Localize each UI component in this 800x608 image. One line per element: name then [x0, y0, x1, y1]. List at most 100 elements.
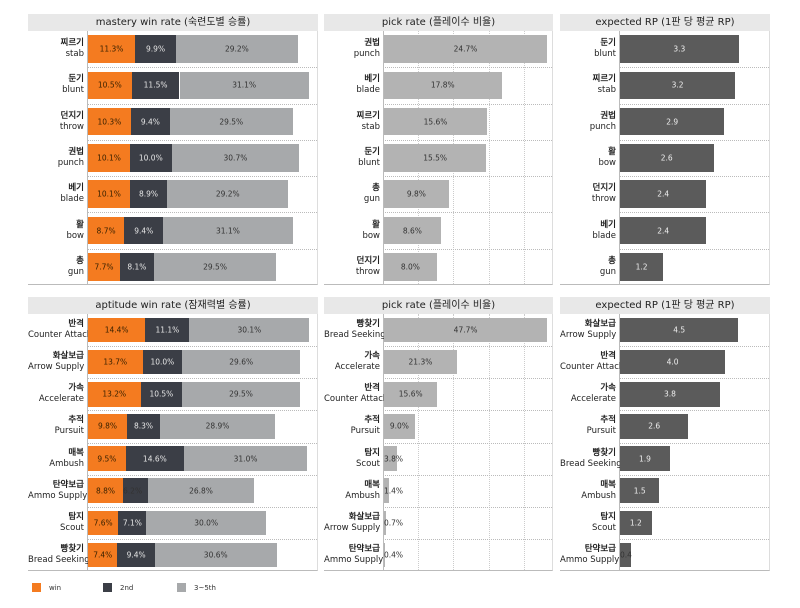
bar-row: 둔기 blunt 15.5% — [324, 139, 552, 176]
category-label-ko: 탄약보급 — [52, 479, 84, 490]
bar-segment-3-5th: 26.8% — [147, 478, 255, 503]
bar-row: 찌르기 stab 3.2 — [560, 67, 769, 103]
row-separator — [619, 139, 769, 141]
category-label-en: Ammo Supply — [28, 490, 88, 501]
row-separator — [619, 67, 769, 69]
category-label: 탐지 Scout — [560, 512, 616, 534]
data-label: 1.2 — [635, 262, 648, 272]
data-label: 9.4% — [134, 226, 154, 236]
category-label-en: Scout — [592, 522, 616, 533]
category-label-en: Ambush — [581, 490, 616, 501]
category-label-ko: 둔기 — [68, 74, 84, 85]
bar-row: 빵찾기 Bread Seeking 7.4% 9.4% 30.6% — [28, 538, 317, 571]
bar-segment-2nd: 6.2% — [123, 478, 148, 503]
data-label: 29.5% — [203, 262, 227, 272]
category-label-en: Bread Seeking — [28, 554, 90, 565]
legend-3-5th: 3~5th — [177, 583, 216, 592]
row-separator — [619, 538, 769, 540]
data-label: 9.0% — [389, 421, 409, 431]
bar: 24.7% — [384, 35, 548, 63]
bar-segment-3-5th: 31.0% — [183, 446, 308, 471]
bar-row: 가속 Accelerate 21.3% — [324, 346, 552, 378]
category-label: 매복 Ambush — [28, 448, 84, 470]
row-separator — [87, 346, 317, 348]
data-label: 13.7% — [103, 357, 128, 367]
gridline — [523, 31, 525, 284]
category-label-ko: 활 — [76, 219, 84, 230]
bar-segment-2nd: 10.5% — [140, 382, 183, 407]
category-label-en: Ambush — [49, 458, 84, 469]
bar-row: 활 bow 8.7% 9.4% 31.1% — [28, 212, 317, 248]
category-label-ko: 총 — [372, 183, 380, 194]
bar-row: 총 gun 9.8% — [324, 176, 552, 212]
category-label: 추적 Pursuit — [560, 415, 616, 437]
chart-title: pick rate (플레이수 비율) — [324, 14, 553, 31]
bar-row: 반격 Counter Attack 14.4% 11.1% 30.1% — [28, 314, 317, 346]
bar-segment-win: 8.7% — [88, 216, 125, 245]
category-label-en: Counter Attack — [324, 394, 388, 405]
bar: 15.6% — [384, 382, 438, 407]
bar-row: 매복 Ambush 1.5 — [560, 474, 769, 507]
bar-segment-win: 7.6% — [88, 510, 119, 535]
bar-segment-3-5th: 30.0% — [146, 510, 266, 535]
bar-row: 던지기 throw 2.4 — [560, 176, 769, 212]
bar-row: 화살보급 Arrow Supply 13.7% 10.0% 29.6% — [28, 346, 317, 378]
bar-segment-win: 10.3% — [88, 107, 131, 136]
row-separator — [87, 474, 317, 476]
category-label: 둔기 blunt — [324, 147, 380, 169]
data-label: 10.0% — [150, 357, 175, 367]
row-separator — [619, 410, 769, 412]
bar-segment-3-5th: 29.2% — [176, 35, 298, 63]
bar: 3.8% — [384, 446, 403, 471]
plot-area: 반격 Counter Attack 14.4% 11.1% 30.1% 화살보급 Arrow… — [28, 314, 318, 571]
data-label: 8.1% — [127, 262, 147, 272]
bar: 47.7% — [384, 317, 548, 343]
data-label: 9.4% — [140, 117, 160, 127]
category-label-ko: 가속 — [600, 383, 616, 394]
bar-segment-2nd: 8.3% — [126, 414, 160, 439]
data-label: 10.5% — [97, 80, 122, 90]
data-label: 31.1% — [216, 226, 240, 236]
row-separator — [383, 176, 552, 178]
data-label: 30.1% — [237, 325, 262, 335]
category-label-ko: 베기 — [600, 219, 616, 230]
category-label-en: bow — [362, 230, 380, 241]
bar-segment-win: 10.1% — [88, 180, 130, 209]
data-label: 1.9 — [639, 454, 651, 464]
category-label: 베기 blade — [560, 220, 616, 242]
gridline — [523, 314, 525, 570]
data-label: 11.3% — [99, 44, 124, 54]
data-label: 0.4% — [384, 550, 404, 560]
data-label: 21.3% — [408, 357, 433, 367]
bar-segment-win: 10.5% — [88, 71, 132, 100]
data-label: 17.8% — [430, 80, 455, 90]
category-label-en: gun — [599, 266, 616, 277]
category-label-ko: 추적 — [68, 415, 84, 426]
chart-title: aptitude win rate (잠재력별 승률) — [28, 297, 318, 314]
data-label: 4.0 — [666, 357, 679, 367]
category-label-ko: 던지기 — [356, 255, 380, 266]
bar-segment-2nd: 9.9% — [134, 35, 177, 63]
category-label-en: Ammo Supply — [324, 554, 384, 565]
bar-segment-win: 7.7% — [88, 253, 121, 281]
bar-segment-2nd: 10.0% — [142, 349, 183, 375]
category-label: 총 gun — [560, 256, 616, 278]
row-separator — [87, 103, 317, 105]
data-label: 0.4 — [620, 550, 632, 560]
bar: 1.5 — [620, 478, 660, 503]
category-label: 활 bow — [324, 220, 380, 242]
category-label: 찌르기 stab — [560, 74, 616, 96]
category-label-ko: 둔기 — [364, 146, 380, 157]
category-label: 권법 punch — [560, 111, 616, 133]
bar-segment-3-5th: 28.9% — [160, 414, 276, 439]
bar-row: 탄약보급 Ammo Supply 8.8% 6.2% 26.8% — [28, 474, 317, 507]
category-label-ko: 베기 — [364, 74, 380, 85]
category-label: 던지기 throw — [28, 111, 84, 133]
bar-row: 탄약보급 Ammo Supply 0.4 — [560, 538, 769, 571]
panel-mastery-expected-rp: expected RP (1판 당 평균 RP) 둔기 blunt 3.3 찌르기 sta… — [560, 14, 770, 285]
bar-segment-3-5th: 30.6% — [154, 542, 277, 568]
bar-segment-win: 10.1% — [88, 144, 130, 172]
category-label-ko: 반격 — [600, 351, 616, 362]
legend-win: win — [32, 583, 61, 592]
category-label-en: stab — [361, 121, 380, 132]
